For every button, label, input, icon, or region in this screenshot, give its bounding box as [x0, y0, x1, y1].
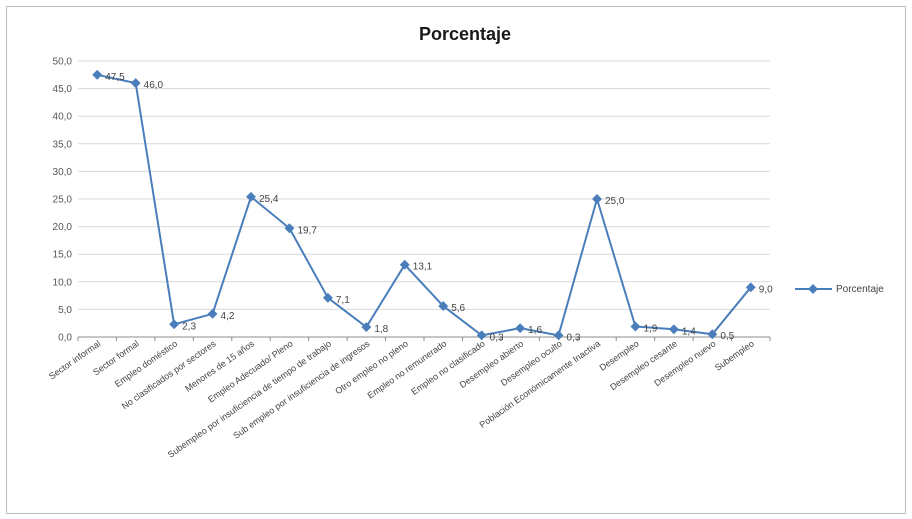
data-labels: 47,5 46,0 2,3 4,2 25,4 19,7 7,1 1,8 13,1 5,6 0,3 1,…: [105, 72, 773, 344]
x-tick-label: Desempleo abierto: [458, 338, 526, 390]
data-point: [630, 321, 641, 332]
data-point: [553, 330, 564, 341]
y-tick-label: 45,0: [53, 84, 73, 95]
x-tick-label: Desempleo cesante: [608, 338, 679, 392]
data-point: [438, 301, 449, 312]
y-tick-label: 35,0: [53, 139, 73, 150]
data-label: 0,3: [567, 332, 581, 343]
data-label: 47,5: [105, 72, 125, 83]
y-axis-ticks: 0,0 5,0 10,0 15,0 20,0 25,0 30,0 35,0 40,0 45,0 50…: [53, 57, 73, 344]
data-label: 13,1: [413, 262, 433, 273]
data-point: [707, 329, 718, 340]
chart-title: Porcentaje: [419, 24, 511, 44]
y-tick-label: 25,0: [53, 195, 73, 206]
data-point: [284, 223, 295, 234]
x-tick-label: Sub empleo por insuficiencia de ingresos: [231, 338, 372, 441]
x-tick-label: Menores de 15 años: [183, 338, 256, 394]
y-tick-label: 0,0: [58, 333, 72, 344]
series-porcentaje: [92, 69, 756, 341]
data-label: 0,5: [720, 331, 734, 342]
data-point: [207, 308, 218, 319]
data-label: 25,4: [259, 194, 279, 205]
data-label: 0,3: [490, 332, 504, 343]
data-point: [322, 292, 333, 303]
y-tick-label: 40,0: [53, 112, 73, 123]
data-point: [130, 78, 141, 89]
data-point: [399, 259, 410, 270]
data-point: [92, 69, 103, 80]
legend-label: Porcentaje: [836, 284, 884, 295]
legend: Porcentaje: [795, 284, 884, 295]
data-label: 46,0: [144, 80, 164, 91]
data-point: [169, 319, 180, 330]
chart-frame: [6, 6, 906, 514]
data-label: 1,4: [682, 326, 696, 337]
y-tick-label: 5,0: [58, 305, 72, 316]
data-point: [476, 330, 487, 341]
data-label: 1,8: [374, 324, 388, 335]
data-label: 7,1: [336, 295, 350, 306]
gridlines: [78, 60, 770, 338]
series-line: [97, 73, 752, 337]
data-label: 5,6: [451, 303, 465, 314]
data-label: 9,0: [759, 284, 773, 295]
y-tick-label: 50,0: [53, 57, 73, 68]
legend-diamond-marker: [808, 284, 818, 294]
data-label: 19,7: [297, 225, 317, 236]
x-tick-label: Empleo no clasificado: [409, 338, 486, 396]
y-tick-label: 20,0: [53, 222, 73, 233]
y-tick-label: 15,0: [53, 250, 73, 261]
data-label: 1,6: [528, 325, 542, 336]
data-label: 4,2: [221, 311, 235, 322]
y-tick-label: 30,0: [53, 167, 73, 178]
data-point: [246, 191, 256, 202]
data-label: 25,0: [605, 196, 625, 207]
data-point: [361, 322, 372, 333]
data-point: [515, 323, 526, 334]
data-label: 1,9: [643, 324, 657, 335]
x-tick-label: Subempleo: [713, 338, 756, 372]
data-point: [592, 194, 602, 204]
data-point: [745, 282, 756, 293]
data-label: 2,3: [182, 321, 196, 332]
y-tick-label: 10,0: [53, 277, 73, 288]
data-point: [668, 324, 679, 335]
